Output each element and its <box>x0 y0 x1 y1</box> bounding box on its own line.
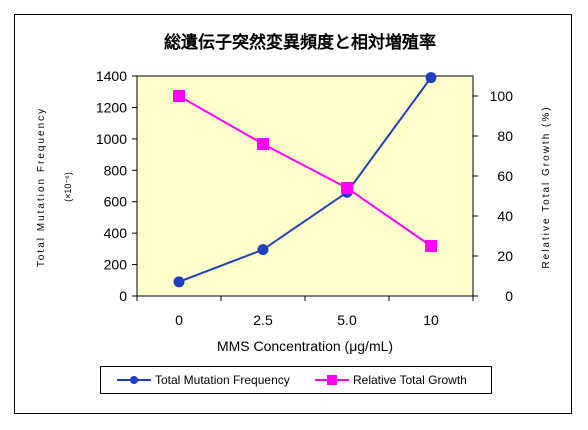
data-point-growth <box>425 240 437 252</box>
legend-item-growth: Relative Total Growth <box>313 367 467 393</box>
y-right-tick-label: 40 <box>497 208 513 224</box>
x-tick-label: 2.5 <box>253 312 273 328</box>
y-right-tick-label: 80 <box>497 128 513 144</box>
y-left-tick-label: 800 <box>104 162 128 178</box>
legend-label-growth: Relative Total Growth <box>353 373 467 387</box>
y-left-tick-label: 0 <box>119 288 127 304</box>
series-line-mutation <box>178 76 432 283</box>
data-point-mutation <box>257 244 269 256</box>
data-point-mutation <box>425 72 437 84</box>
data-point-growth <box>173 90 185 102</box>
chart-title: 総遺伝子突然変異頻度と相対増殖率 <box>164 32 436 53</box>
data-point-growth <box>257 138 269 150</box>
x-axis-label: MMS Concentration (μg/mL) <box>217 338 393 354</box>
x-tick-label: 0 <box>175 312 183 328</box>
x-tick-label: 5.0 <box>337 312 357 328</box>
series-line-growth <box>178 95 432 247</box>
y-left-tick-label: 1000 <box>96 131 127 147</box>
y-right-tick-label: 20 <box>497 248 513 264</box>
y-left-tick-label: 200 <box>104 257 128 273</box>
legend-item-mutation: Total Mutation Frequency <box>115 367 290 393</box>
y-axis-right-label: Relative Total Growth (%) <box>541 105 552 268</box>
y-right-tick-label: 0 <box>505 288 513 304</box>
y-right-tick-label: 60 <box>497 168 513 184</box>
plot-area <box>136 75 474 297</box>
y-left-tick-label: 600 <box>104 194 128 210</box>
legend: Total Mutation Frequency Relative Total … <box>100 366 492 394</box>
x-tick-label: 10 <box>423 312 439 328</box>
legend-label-mutation: Total Mutation Frequency <box>155 373 290 387</box>
y-axis-left-label: Total Mutation Frequency <box>36 107 47 267</box>
y-right-tick-label: 100 <box>490 88 514 104</box>
y-left-tick-label: 400 <box>104 225 128 241</box>
legend-swatch-mutation <box>117 376 151 384</box>
data-point-mutation <box>173 276 185 288</box>
data-point-growth <box>341 182 353 194</box>
y-left-tick-label: 1200 <box>96 99 127 115</box>
y-axis-left-unit: (×10⁻⁶) <box>63 172 73 202</box>
y-left-tick-label: 1400 <box>96 68 127 84</box>
legend-swatch-growth <box>315 375 349 385</box>
